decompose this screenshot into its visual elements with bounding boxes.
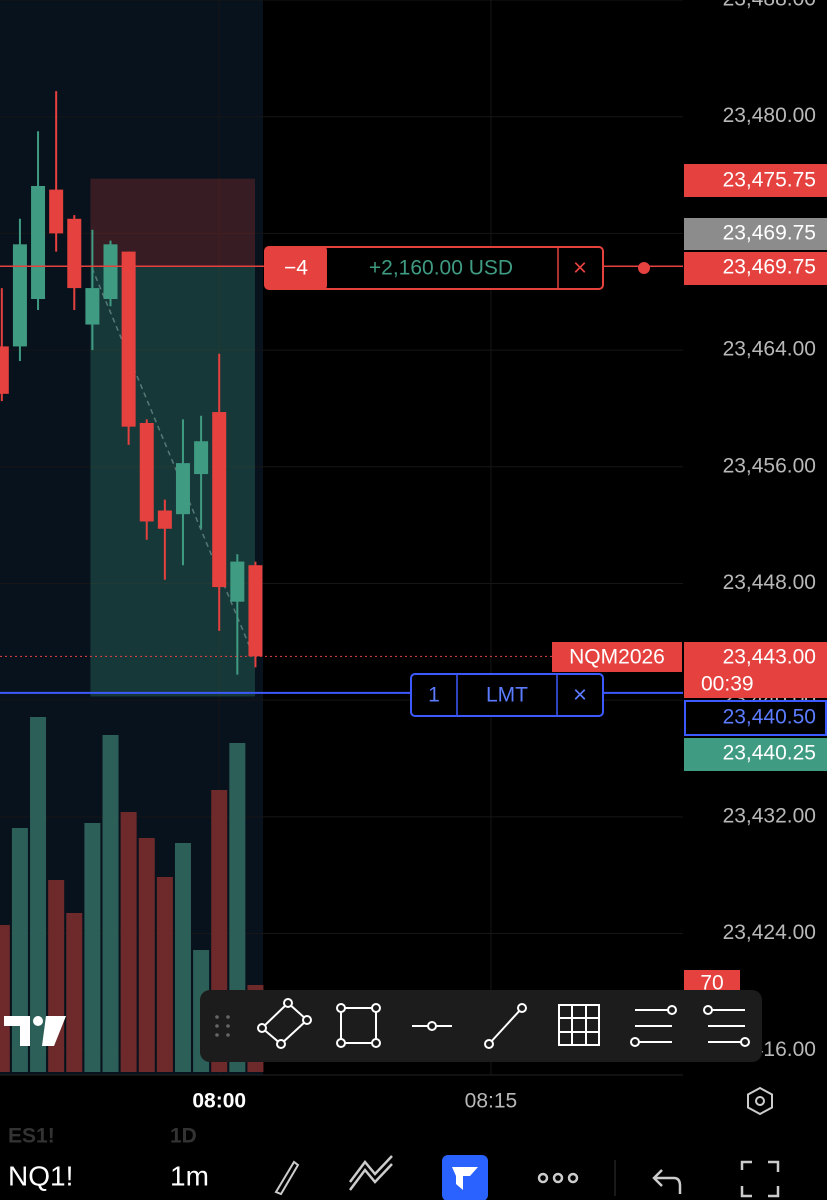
drag-handle[interactable] <box>215 1015 230 1037</box>
order-widget[interactable]: −4 +2,160.00 USD × <box>264 246 604 290</box>
undo-button[interactable] <box>652 1169 682 1194</box>
target-zone <box>90 266 255 697</box>
limit-tag: 23,440.50 <box>723 706 816 729</box>
limit-qty: 1 <box>428 684 440 707</box>
position-layer <box>90 178 255 697</box>
volume-bar <box>84 823 101 1072</box>
limit-order-widget[interactable]: 1 LMT × <box>410 673 604 717</box>
settings-button[interactable] <box>747 1086 773 1116</box>
stop-tag: 23,475.75 <box>723 169 816 192</box>
candle-body <box>139 422 154 522</box>
candle-body <box>31 185 46 300</box>
fib-extension-tool[interactable] <box>703 1005 750 1047</box>
candle-body <box>248 565 263 657</box>
volume-bar <box>229 743 246 1072</box>
last-tag: 23,443.00 <box>723 646 816 669</box>
price-tags: 23,475.75 23,469.75 23,469.75 23,443.00 … <box>684 164 827 995</box>
candle-body <box>103 244 118 300</box>
target-tag-bg <box>684 738 827 771</box>
candle-body <box>230 561 245 602</box>
x-tick-label: 08:00 <box>192 1090 246 1113</box>
more-button[interactable] <box>537 1172 579 1184</box>
mark-tag-bg <box>684 218 827 250</box>
symbol-tag: NQM2026 <box>569 646 665 669</box>
settings-button-core <box>755 1096 765 1106</box>
stop-zone <box>90 178 255 267</box>
volume-bar <box>102 735 119 1072</box>
last-tag-bg <box>684 642 827 698</box>
fib-tool[interactable] <box>630 1005 677 1047</box>
countdown: 00:39 <box>701 673 754 696</box>
order-pnl: +2,160.00 USD <box>369 257 513 280</box>
y-tick-label: 23,424.00 <box>723 921 816 944</box>
previous-symbol: ES1! <box>8 1125 55 1148</box>
interval-button[interactable]: 1m <box>170 1160 209 1191</box>
mark-tag: 23,469.75 <box>723 222 816 245</box>
y-tick-label: 23,464.00 <box>723 338 816 361</box>
candle-body <box>121 251 136 427</box>
volume-bar <box>156 877 173 1072</box>
grid-layer <box>0 0 683 1075</box>
volume-bar <box>0 925 10 1072</box>
order-qty: −4 <box>284 257 308 280</box>
candle-body <box>85 288 100 325</box>
previous-interval: 1D <box>170 1125 197 1148</box>
stop-tag-bg <box>684 164 827 197</box>
symbol-tag-bg <box>552 642 682 672</box>
x-tick-label: 08:15 <box>465 1090 518 1113</box>
volume-bar <box>30 717 47 1072</box>
trade-path <box>91 267 255 658</box>
volume-bar <box>11 828 28 1072</box>
limit-type: LMT <box>486 684 528 707</box>
trade-button[interactable] <box>442 1155 488 1200</box>
volume-bar <box>138 838 155 1072</box>
polygon-tool[interactable] <box>257 998 312 1049</box>
time-axis: 08:00 08:15 <box>192 1090 517 1113</box>
drawing-toolbar <box>200 990 762 1062</box>
logo <box>4 1016 66 1046</box>
draw-button[interactable] <box>274 1160 300 1196</box>
limit-close[interactable]: × <box>573 681 587 708</box>
fullscreen-button[interactable] <box>740 1160 780 1198</box>
symbol-button[interactable]: NQ1! <box>8 1160 73 1191</box>
candle-body <box>0 346 9 394</box>
limit-box <box>410 673 604 717</box>
candle-body <box>67 218 82 289</box>
candle-body <box>12 244 27 347</box>
bottom-bar: ES1! 1D NQ1! 1m <box>8 1125 780 1200</box>
volume-bar <box>174 843 191 1072</box>
horizontal-line-tool[interactable] <box>412 1021 452 1031</box>
candle-body <box>157 510 172 529</box>
entry-tag-bg <box>684 252 827 285</box>
y-tick-label: 23,488.00 <box>723 0 816 11</box>
trade-icon <box>452 1167 478 1190</box>
candle-layer <box>0 91 263 675</box>
y-tick-label: 23,448.00 <box>723 571 816 594</box>
order-handle[interactable] <box>638 262 650 274</box>
candle-body <box>175 463 190 515</box>
limit-tag-bg <box>684 700 827 736</box>
y-tick-label: 23,432.00 <box>723 804 816 827</box>
target-tag: 23,440.25 <box>723 742 816 765</box>
indicators-button[interactable] <box>349 1155 393 1191</box>
volume-bar <box>120 812 137 1072</box>
y-tick-label: 23,456.00 <box>723 454 816 477</box>
candle-body <box>212 412 227 588</box>
volume-bar <box>66 913 83 1072</box>
order-close[interactable]: × <box>573 254 587 281</box>
grid-tool[interactable] <box>558 1004 600 1046</box>
entry-tag: 23,469.75 <box>723 256 816 279</box>
candle-body <box>194 441 209 475</box>
y-tick-label: 23,480.00 <box>723 104 816 127</box>
order-qty-box <box>265 247 327 289</box>
rectangle-tool[interactable] <box>336 1003 381 1048</box>
trend-line-tool[interactable] <box>484 1003 527 1049</box>
candle-body <box>49 189 64 234</box>
volume-tag: 70 <box>700 972 723 995</box>
